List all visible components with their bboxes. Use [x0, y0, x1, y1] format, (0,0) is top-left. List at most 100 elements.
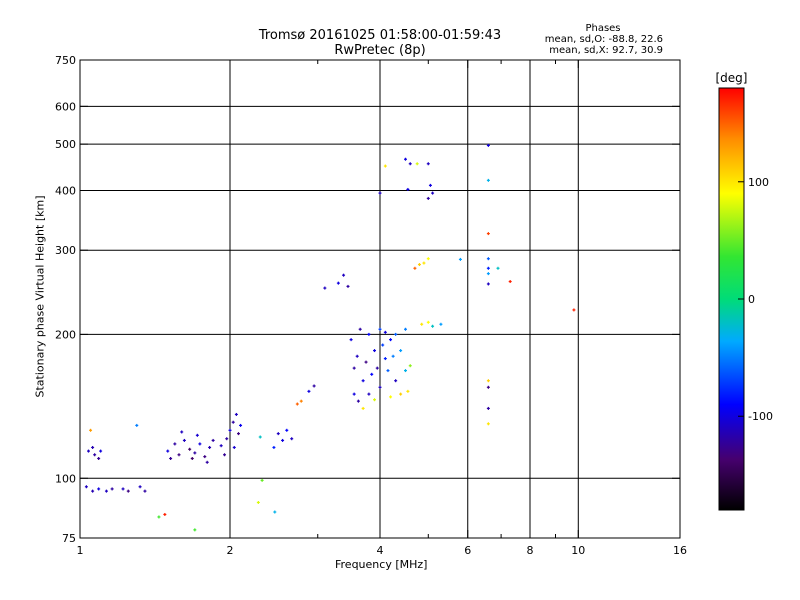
- data-point: [431, 191, 435, 195]
- stats-line-o: mean, sd,O: -88.8, 22.6: [544, 34, 663, 45]
- data-point: [367, 392, 371, 396]
- data-point: [378, 385, 382, 389]
- y-tick-label: 750: [55, 54, 76, 67]
- data-point: [97, 487, 101, 491]
- data-point: [299, 399, 303, 403]
- y-tick-label: 100: [55, 472, 76, 485]
- y-tick-label: 400: [55, 184, 76, 197]
- data-point: [408, 162, 412, 166]
- data-point: [352, 392, 356, 396]
- data-point: [391, 354, 395, 358]
- data-point: [312, 384, 316, 388]
- data-point: [346, 284, 350, 288]
- data-point: [121, 487, 125, 491]
- data-point: [486, 266, 490, 270]
- data-point: [231, 420, 235, 424]
- data-point: [349, 338, 353, 342]
- colorbar-tick-label: 0: [748, 293, 755, 306]
- data-point: [232, 445, 236, 449]
- data-point: [110, 487, 114, 491]
- data-point: [163, 512, 167, 516]
- data-point: [193, 528, 197, 532]
- data-point: [426, 196, 430, 200]
- data-point: [486, 257, 490, 261]
- data-point: [426, 320, 430, 324]
- data-point: [157, 515, 161, 519]
- data-point: [403, 157, 407, 161]
- data-point: [355, 354, 359, 358]
- data-point: [389, 395, 393, 399]
- data-point: [486, 282, 490, 286]
- data-point: [99, 449, 103, 453]
- data-point: [486, 178, 490, 182]
- data-point: [373, 398, 377, 402]
- data-point: [273, 510, 277, 514]
- data-point: [126, 489, 130, 493]
- x-tick-label: 16: [673, 544, 687, 557]
- chart-title-line2: RwPretec (8p): [334, 43, 426, 58]
- data-point: [486, 379, 490, 383]
- data-point: [399, 392, 403, 396]
- x-tick-label: 2: [227, 544, 234, 557]
- data-point: [367, 332, 371, 336]
- data-point: [180, 430, 184, 434]
- data-point: [205, 460, 209, 464]
- colorbar-tick-label: -100: [748, 410, 773, 423]
- data-point: [307, 389, 311, 393]
- data-point: [458, 257, 462, 261]
- data-point: [198, 442, 202, 446]
- data-point: [373, 349, 377, 353]
- data-point: [104, 489, 108, 493]
- data-point: [378, 327, 382, 331]
- data-point: [381, 343, 385, 347]
- data-point: [228, 428, 232, 432]
- data-point: [219, 444, 223, 448]
- data-point: [138, 485, 142, 489]
- y-tick-label: 300: [55, 244, 76, 257]
- data-point: [272, 445, 276, 449]
- data-point: [336, 281, 340, 285]
- data-point: [415, 162, 419, 166]
- data-point: [406, 187, 410, 191]
- data-point: [203, 455, 207, 459]
- data-point: [234, 412, 238, 416]
- data-point: [383, 357, 387, 361]
- data-point: [364, 360, 368, 364]
- data-point: [93, 453, 97, 457]
- data-point: [285, 428, 289, 432]
- data-point: [420, 322, 424, 326]
- stats-heading: Phases: [585, 23, 621, 34]
- data-point: [143, 489, 147, 493]
- data-point: [208, 445, 212, 449]
- data-point: [258, 435, 262, 439]
- colorbar: [718, 87, 745, 511]
- data-point: [426, 257, 430, 261]
- data-point: [182, 438, 186, 442]
- data-point: [486, 143, 490, 147]
- data-point: [236, 432, 240, 436]
- data-point: [358, 327, 362, 331]
- data-point: [389, 338, 393, 342]
- data-point: [361, 379, 365, 383]
- data-point: [422, 261, 426, 265]
- data-point: [84, 485, 88, 489]
- data-point: [417, 263, 421, 267]
- data-point: [190, 456, 194, 460]
- data-point: [383, 330, 387, 334]
- data-point: [486, 422, 490, 426]
- data-point: [394, 379, 398, 383]
- data-point: [169, 456, 173, 460]
- x-tick-label: 8: [527, 544, 534, 557]
- data-point: [195, 433, 199, 437]
- data-point: [399, 349, 403, 353]
- data-point: [352, 366, 356, 370]
- data-point: [486, 232, 490, 236]
- colorbar-unit-label: [deg]: [716, 71, 748, 85]
- data-point: [89, 428, 93, 432]
- data-point: [378, 191, 382, 195]
- y-tick-label: 600: [55, 100, 76, 113]
- data-point: [290, 437, 294, 441]
- data-point: [439, 322, 443, 326]
- data-point: [177, 453, 181, 457]
